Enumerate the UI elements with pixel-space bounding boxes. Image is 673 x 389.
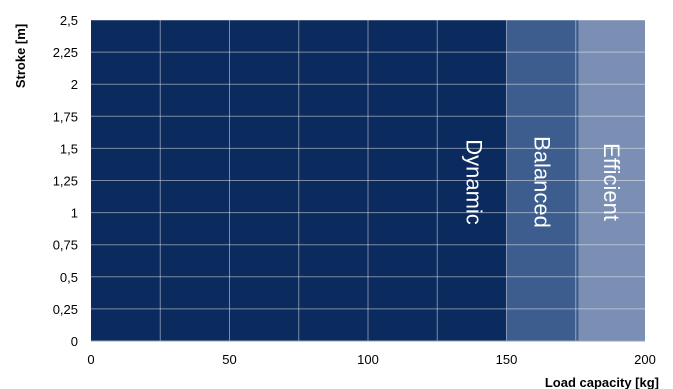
y-tick-label: 2 (71, 77, 78, 92)
y-tick-label: 1,75 (53, 109, 78, 124)
y-tick-label: 2,25 (53, 45, 78, 60)
x-tick-label: 150 (496, 352, 518, 367)
zone-area-efficient (578, 20, 645, 341)
y-tick-label: 0,75 (53, 238, 78, 253)
x-tick-label: 200 (634, 352, 656, 367)
zone-label-balanced: Balanced (530, 136, 555, 228)
y-tick-label: 2,5 (60, 13, 78, 28)
y-tick-label: 0,5 (60, 270, 78, 285)
x-tick-label: 0 (87, 352, 94, 367)
grid-layer (91, 19, 645, 342)
zones-layer (91, 20, 645, 341)
zone-label-dynamic: Dynamic (462, 139, 487, 225)
y-axis-title: Stroke [m] (13, 24, 28, 88)
y-tick-label: 1,5 (60, 141, 78, 156)
x-tick-label: 100 (357, 352, 379, 367)
x-axis-title: Load capacity [kg] (545, 375, 659, 389)
x-tick-label: 50 (222, 352, 236, 367)
zone-area-dynamic (91, 20, 507, 341)
y-tick-label: 1,25 (53, 174, 78, 189)
y-tick-label: 0 (71, 334, 78, 349)
zone-area-balanced (506, 20, 579, 341)
zone-labels-layer: Dynamic Balanced Efficient (462, 136, 624, 228)
y-tick-label: 1 (71, 206, 78, 221)
ticks-layer: 0 0,25 0,5 0,75 1 1,25 1,5 1,75 2 2,25 2,5 0 50 100 15… (53, 13, 656, 367)
y-tick-label: 0,25 (53, 302, 78, 317)
zone-label-efficient: Efficient (599, 143, 624, 221)
